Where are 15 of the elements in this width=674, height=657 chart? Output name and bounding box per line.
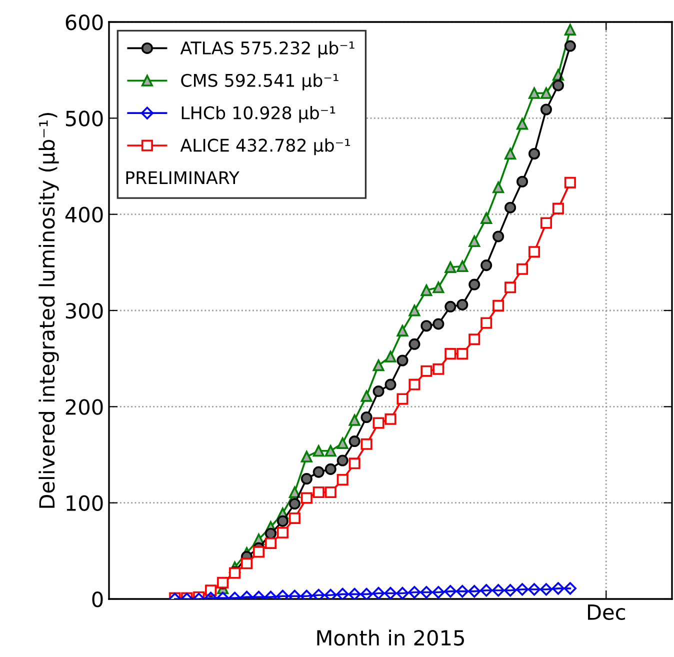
y-tick-label: 600 — [66, 14, 103, 30]
y-axis-title: Delivered integrated luminosity (μb⁻¹) — [38, 113, 59, 508]
y-tick-label: 300 — [66, 302, 103, 319]
legend-label: ALICE 432.782 μb⁻¹ — [180, 138, 350, 156]
y-tick-label: 200 — [66, 399, 103, 415]
annotation: PRELIMINARY — [126, 171, 240, 184]
legend-label: LHCb 10.928 μb⁻¹ — [182, 106, 336, 123]
x-axis-title: Month in 2015 — [317, 630, 464, 646]
y-tick-label: 500 — [66, 110, 103, 126]
x-tick-label: Dec — [588, 604, 625, 620]
y-tick-label: 0 — [92, 591, 103, 608]
legend-label: CMS 592.541 μb⁻¹ — [181, 74, 338, 90]
legend-label: ATLAS 575.232 μb⁻¹ — [180, 41, 354, 58]
y-tick-label: 100 — [66, 495, 103, 512]
y-tick-label: 400 — [65, 206, 103, 223]
